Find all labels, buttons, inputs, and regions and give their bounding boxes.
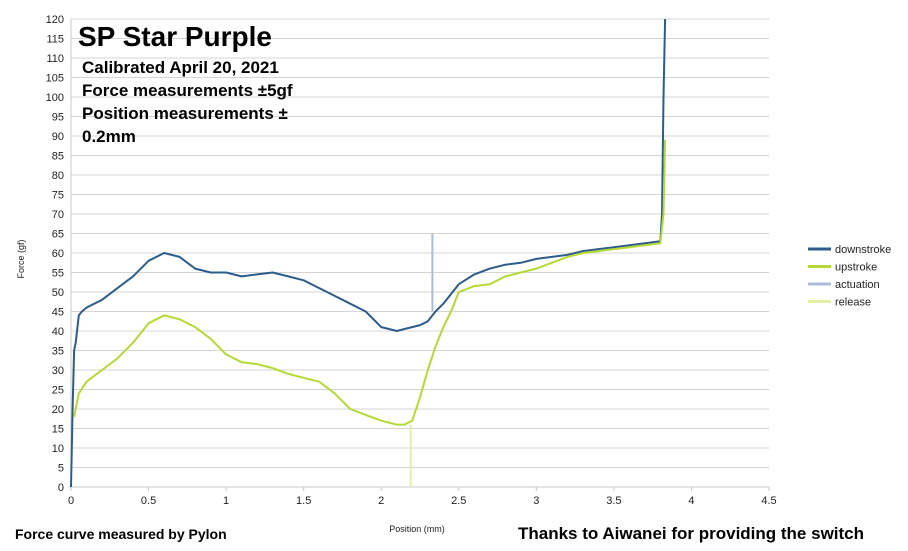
series-line-upstroke <box>73 139 667 426</box>
y-tick-label: 40 <box>52 326 64 338</box>
y-tick-label: 50 <box>52 287 64 299</box>
footer-credit-pylon: Force curve measured by Pylon <box>15 526 227 542</box>
y-tick-label: 45 <box>52 307 64 319</box>
y-tick-label: 75 <box>52 190 64 202</box>
y-tick-label: 85 <box>52 151 64 163</box>
x-tick-label: 1.5 <box>296 495 311 507</box>
y-tick-label: 5 <box>58 463 64 475</box>
y-tick-label: 90 <box>52 131 64 143</box>
x-tick-label: 1 <box>223 495 229 507</box>
y-tick-label: 25 <box>52 385 64 397</box>
subtitle-line-position-value: 0.2mm <box>82 127 136 146</box>
subtitle-line-calibrated: Calibrated April 20, 2021 <box>82 58 279 77</box>
y-tick-label: 110 <box>46 53 64 65</box>
y-axis-label: Force (gf) <box>16 239 26 278</box>
y-tick-labels: 0 5 10 15 20 25 30 35 40 45 50 55 60 65 70 75 80 85 90 95 10… <box>46 14 64 494</box>
y-tick-label: 95 <box>52 112 64 124</box>
footer-credit-switch: Thanks to Aiwanei for providing the swit… <box>518 524 865 543</box>
x-tick-label: 3.5 <box>606 495 621 507</box>
y-tick-label: 15 <box>52 424 64 436</box>
legend-label-release: release <box>835 297 871 309</box>
y-tick-label: 55 <box>52 268 64 280</box>
series-lines <box>70 18 667 488</box>
y-tick-label: 70 <box>52 209 64 221</box>
y-tick-label: 60 <box>52 248 64 260</box>
axes <box>70 19 769 488</box>
legend-label-downstroke: downstroke <box>835 244 891 256</box>
legend: downstroke upstroke actuation release <box>808 244 891 309</box>
title-block: SP Star Purple <box>78 20 272 54</box>
x-tick-label: 3 <box>533 495 539 507</box>
x-tick-label: 2 <box>378 495 384 507</box>
y-tick-label: 10 <box>52 443 64 455</box>
y-tick-label: 35 <box>52 346 64 358</box>
chart-subtitle: Calibrated April 20, 2021 Force measurem… <box>82 56 322 148</box>
y-tick-label: 80 <box>52 170 64 182</box>
y-tick-label: 120 <box>46 14 64 26</box>
legend-label-actuation: actuation <box>835 279 880 291</box>
y-tick-label: 0 <box>58 482 64 494</box>
x-axis-label: Position (mm) <box>389 524 445 534</box>
y-tick-label: 20 <box>52 404 64 416</box>
x-tick-label: 0.5 <box>141 495 156 507</box>
x-tick-label: 0 <box>68 495 74 507</box>
subtitle-line-position: Position measurements ± <box>82 104 288 123</box>
series-line-downstroke <box>70 18 667 488</box>
x-tick-labels: 0 0.5 1 1.5 2 2.5 3 3.5 4 4.5 <box>68 487 777 507</box>
y-tick-label: 65 <box>52 229 64 241</box>
y-tick-label: 30 <box>52 365 64 377</box>
y-tick-label: 115 <box>46 34 64 46</box>
x-tick-label: 4 <box>688 495 694 507</box>
x-tick-label: 4.5 <box>761 495 776 507</box>
chart-title: SP Star Purple <box>78 21 273 52</box>
subtitle-line-force: Force measurements ±5gf <box>82 81 293 100</box>
x-tick-label: 2.5 <box>451 495 466 507</box>
y-tick-label: 100 <box>46 92 64 104</box>
legend-label-upstroke: upstroke <box>835 262 877 274</box>
y-tick-label: 105 <box>46 73 64 85</box>
gridlines <box>71 18 769 488</box>
